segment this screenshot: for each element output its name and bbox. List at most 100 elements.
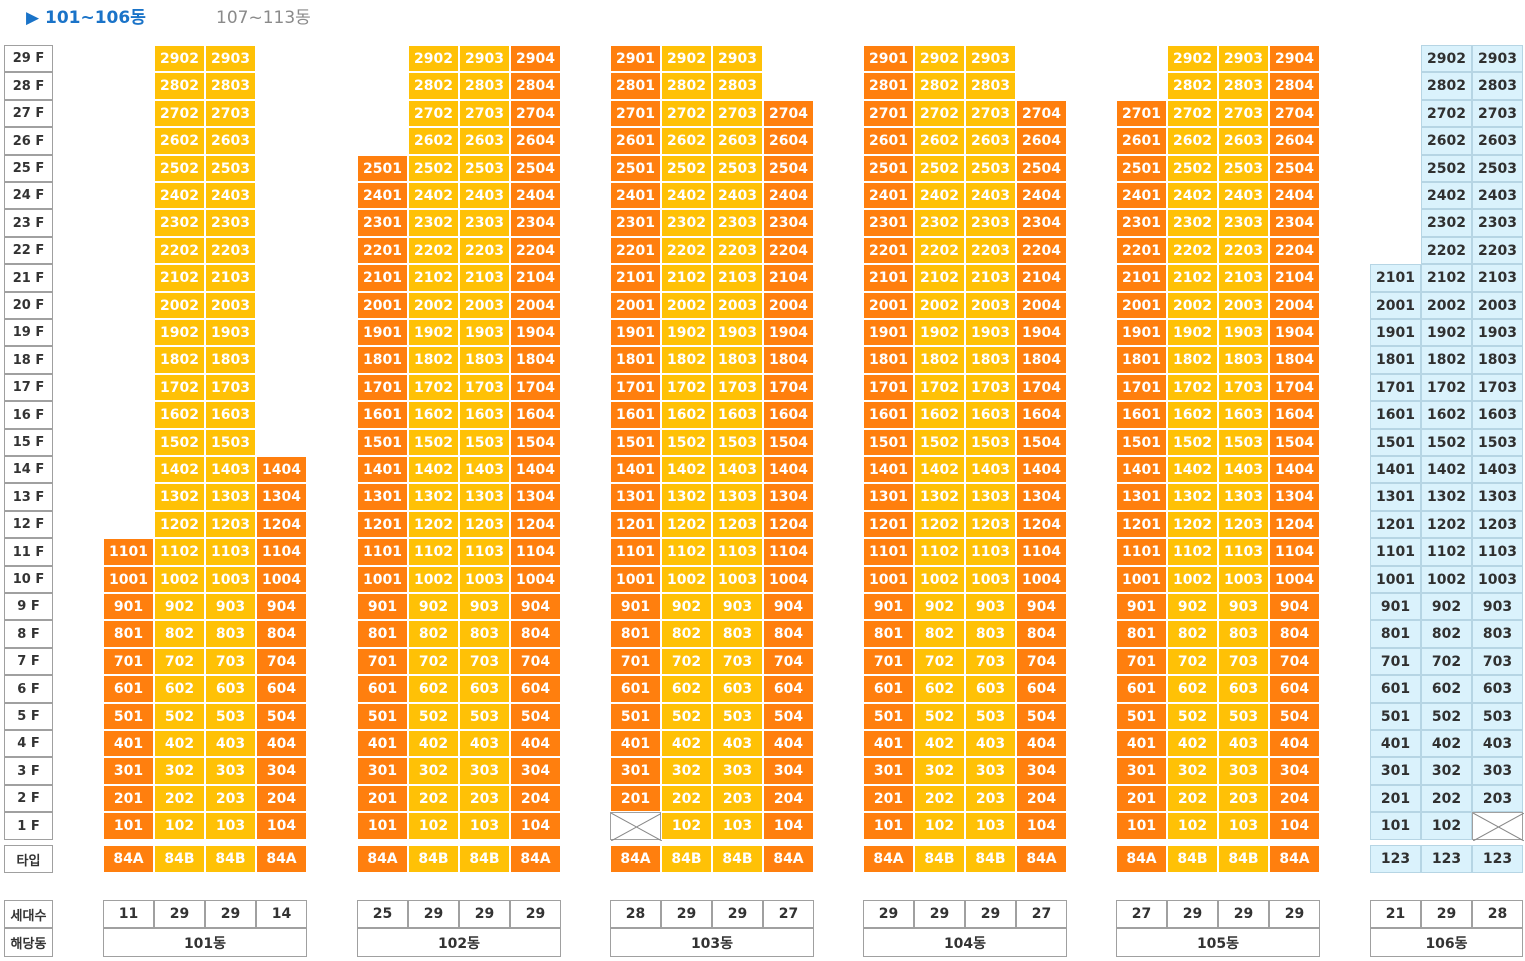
- unit-cell[interactable]: 2404: [763, 182, 814, 209]
- unit-cell[interactable]: 2304: [1016, 209, 1067, 237]
- unit-cell[interactable]: 1802: [154, 346, 205, 374]
- unit-cell[interactable]: 1403: [1472, 456, 1523, 483]
- unit-cell[interactable]: 302: [1421, 757, 1472, 785]
- unit-cell[interactable]: 1602: [914, 401, 965, 429]
- unit-cell[interactable]: 203: [205, 785, 256, 812]
- unit-cell[interactable]: 702: [1167, 648, 1218, 675]
- unit-cell[interactable]: 501: [103, 703, 154, 730]
- unit-cell[interactable]: 2101: [1116, 264, 1167, 292]
- unit-cell[interactable]: 1302: [1421, 483, 1472, 511]
- unit-cell[interactable]: 2503: [459, 155, 510, 182]
- unit-cell[interactable]: 1302: [661, 483, 712, 511]
- unit-cell[interactable]: 1101: [1370, 538, 1421, 566]
- unit-cell[interactable]: 402: [1167, 730, 1218, 757]
- unit-cell[interactable]: 2601: [863, 127, 914, 155]
- unit-cell[interactable]: 1401: [863, 456, 914, 483]
- unit-cell[interactable]: 2804: [510, 72, 561, 100]
- unit-cell[interactable]: 2402: [1167, 182, 1218, 209]
- unit-cell[interactable]: 2602: [154, 127, 205, 155]
- unit-cell[interactable]: 1702: [408, 374, 459, 401]
- unit-cell[interactable]: 2203: [965, 237, 1016, 264]
- unit-cell[interactable]: 1803: [1472, 346, 1523, 374]
- unit-cell[interactable]: 101: [103, 812, 154, 840]
- unit-cell[interactable]: 303: [205, 757, 256, 785]
- unit-cell[interactable]: 403: [1218, 730, 1269, 757]
- unit-cell[interactable]: 2102: [408, 264, 459, 292]
- unit-cell[interactable]: 803: [712, 620, 763, 648]
- unit-cell[interactable]: 2901: [610, 45, 661, 72]
- unit-cell[interactable]: 1102: [1421, 538, 1472, 566]
- unit-cell[interactable]: 2702: [154, 100, 205, 127]
- unit-cell[interactable]: 2601: [610, 127, 661, 155]
- unit-cell[interactable]: 2904: [510, 45, 561, 72]
- unit-cell[interactable]: 602: [661, 675, 712, 703]
- unit-cell[interactable]: 103: [459, 812, 510, 840]
- unit-cell[interactable]: 803: [1218, 620, 1269, 648]
- unit-cell[interactable]: 1104: [256, 538, 307, 566]
- unit-cell[interactable]: 2603: [965, 127, 1016, 155]
- unit-cell[interactable]: 1003: [1218, 566, 1269, 593]
- unit-cell[interactable]: 2504: [1016, 155, 1067, 182]
- unit-cell[interactable]: 2104: [1269, 264, 1320, 292]
- unit-cell[interactable]: 1701: [863, 374, 914, 401]
- unit-cell[interactable]: 1103: [459, 538, 510, 566]
- unit-cell[interactable]: 1801: [610, 346, 661, 374]
- unit-cell[interactable]: 2104: [763, 264, 814, 292]
- unit-cell[interactable]: 1504: [510, 429, 561, 456]
- unit-cell[interactable]: 2102: [154, 264, 205, 292]
- unit-cell[interactable]: 2602: [661, 127, 712, 155]
- unit-cell[interactable]: 603: [1218, 675, 1269, 703]
- unit-cell[interactable]: 1902: [1421, 319, 1472, 346]
- unit-cell[interactable]: 1901: [863, 319, 914, 346]
- unit-cell[interactable]: 2303: [965, 209, 1016, 237]
- unit-cell[interactable]: 204: [763, 785, 814, 812]
- unit-cell[interactable]: 1402: [661, 456, 712, 483]
- unit-cell[interactable]: 202: [914, 785, 965, 812]
- unit-cell[interactable]: 801: [863, 620, 914, 648]
- unit-cell[interactable]: 1704: [510, 374, 561, 401]
- unit-cell[interactable]: 702: [408, 648, 459, 675]
- unit-cell[interactable]: 2303: [1472, 209, 1523, 237]
- unit-cell[interactable]: 801: [357, 620, 408, 648]
- unit-cell[interactable]: 1903: [459, 319, 510, 346]
- unit-cell[interactable]: 1002: [1421, 566, 1472, 593]
- unit-cell[interactable]: 404: [1016, 730, 1067, 757]
- unit-cell[interactable]: 703: [712, 648, 763, 675]
- unit-cell[interactable]: 2501: [1116, 155, 1167, 182]
- unit-cell[interactable]: 2001: [1370, 292, 1421, 319]
- unit-cell[interactable]: 2602: [1167, 127, 1218, 155]
- unit-cell[interactable]: 1703: [1472, 374, 1523, 401]
- unit-cell[interactable]: 502: [914, 703, 965, 730]
- unit-cell[interactable]: 1302: [408, 483, 459, 511]
- unit-cell[interactable]: 1801: [1116, 346, 1167, 374]
- unit-cell[interactable]: 1701: [1116, 374, 1167, 401]
- unit-cell[interactable]: 504: [256, 703, 307, 730]
- unit-cell[interactable]: 1503: [1472, 429, 1523, 456]
- unit-cell[interactable]: 2203: [1218, 237, 1269, 264]
- unit-cell[interactable]: 2803: [965, 72, 1016, 100]
- unit-cell[interactable]: 2803: [712, 72, 763, 100]
- unit-cell[interactable]: 902: [154, 593, 205, 620]
- unit-cell[interactable]: 1604: [510, 401, 561, 429]
- unit-cell[interactable]: 1704: [763, 374, 814, 401]
- unit-cell[interactable]: 2303: [205, 209, 256, 237]
- unit-cell[interactable]: 2403: [1472, 182, 1523, 209]
- unit-cell[interactable]: 302: [914, 757, 965, 785]
- unit-cell[interactable]: 2502: [408, 155, 459, 182]
- unit-cell[interactable]: 2201: [357, 237, 408, 264]
- unit-cell[interactable]: 2404: [1016, 182, 1067, 209]
- unit-cell[interactable]: 604: [256, 675, 307, 703]
- unit-cell[interactable]: 903: [205, 593, 256, 620]
- unit-cell[interactable]: 903: [459, 593, 510, 620]
- unit-cell[interactable]: 1004: [510, 566, 561, 593]
- unit-cell[interactable]: 201: [103, 785, 154, 812]
- unit-cell[interactable]: 2802: [408, 72, 459, 100]
- unit-cell[interactable]: 201: [610, 785, 661, 812]
- unit-cell[interactable]: 2403: [205, 182, 256, 209]
- unit-cell[interactable]: 603: [712, 675, 763, 703]
- unit-cell[interactable]: 1502: [914, 429, 965, 456]
- unit-cell[interactable]: 1101: [863, 538, 914, 566]
- unit-cell[interactable]: 502: [1421, 703, 1472, 730]
- unit-cell[interactable]: 2202: [661, 237, 712, 264]
- unit-cell[interactable]: 701: [357, 648, 408, 675]
